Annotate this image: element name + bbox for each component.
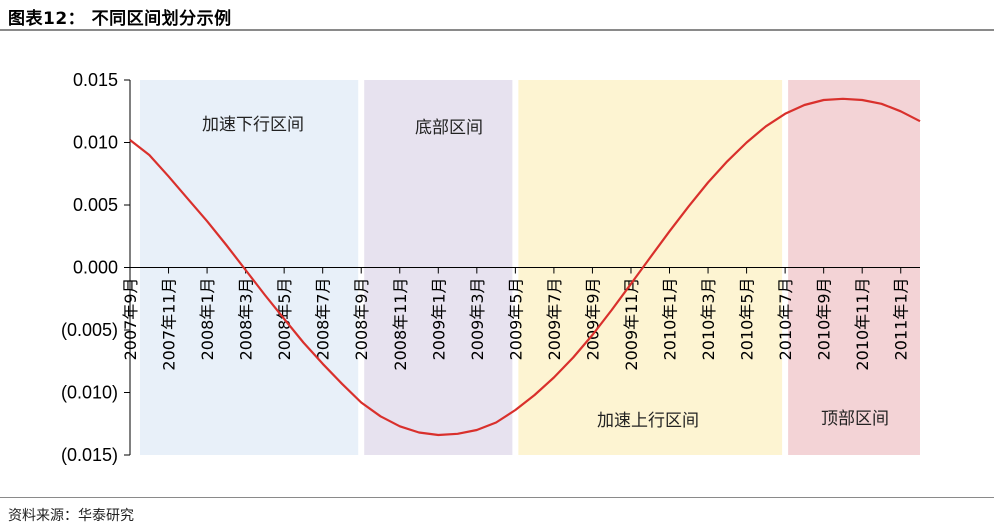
y-tick-label: (0.015) xyxy=(61,445,118,465)
y-tick-label: (0.005) xyxy=(61,320,118,340)
series-line-1 xyxy=(129,97,921,437)
x-tick-label: 2010年3月 xyxy=(699,278,718,361)
x-tick-label: 2007年9月 xyxy=(121,278,140,361)
y-tick-label: 0.005 xyxy=(73,195,118,215)
y-tick-label: 0.015 xyxy=(73,70,118,90)
y-tick-label: (0.010) xyxy=(61,383,118,403)
x-tick-label: 2008年11月 xyxy=(391,278,410,371)
x-tick-label: 2011年1月 xyxy=(892,278,911,361)
x-tick-label: 2010年7月 xyxy=(776,278,795,361)
x-tick-label: 2010年11月 xyxy=(853,278,872,371)
x-tick-label: 2008年3月 xyxy=(237,278,256,361)
x-tick-label: 2009年3月 xyxy=(468,278,487,361)
x-tick-label: 2009年11月 xyxy=(622,278,641,371)
x-tick-label: 2009年5月 xyxy=(506,278,525,361)
region-label-4: 顶部区间 xyxy=(821,409,889,429)
y-tick-label: 0.000 xyxy=(73,258,118,278)
x-tick-label: 2009年7月 xyxy=(545,278,564,361)
x-tick-label: 2009年1月 xyxy=(429,278,448,361)
x-tick-label: 2008年7月 xyxy=(314,278,333,361)
x-tick-label: 2009年9月 xyxy=(583,278,602,361)
series-layer xyxy=(129,97,921,437)
x-tick-label: 2010年9月 xyxy=(815,278,834,361)
y-tick-label: 0.010 xyxy=(73,133,118,153)
x-tick-label: 2007年11月 xyxy=(160,278,179,371)
x-tick-label: 2010年1月 xyxy=(661,278,680,361)
region-label-3: 加速上行区间 xyxy=(597,411,699,431)
x-tick-label: 2008年1月 xyxy=(198,278,217,361)
header-divider xyxy=(0,29,994,31)
footer-divider xyxy=(0,497,994,498)
source-note: 资料来源：华泰研究 xyxy=(8,508,134,524)
axes-layer: 0.015 0.010 0.005 0.000 (0.005) (0.010) (0.015… xyxy=(61,70,920,465)
header: 图表12： 不同区间划分示例 xyxy=(0,0,994,31)
region-label-2: 底部区间 xyxy=(415,118,483,138)
x-tick-label: 2008年9月 xyxy=(352,278,371,361)
x-tick-label: 2010年5月 xyxy=(738,278,757,361)
figure-title: 图表12： 不同区间划分示例 xyxy=(8,9,232,29)
region-label-1: 加速下行区间 xyxy=(202,115,304,135)
